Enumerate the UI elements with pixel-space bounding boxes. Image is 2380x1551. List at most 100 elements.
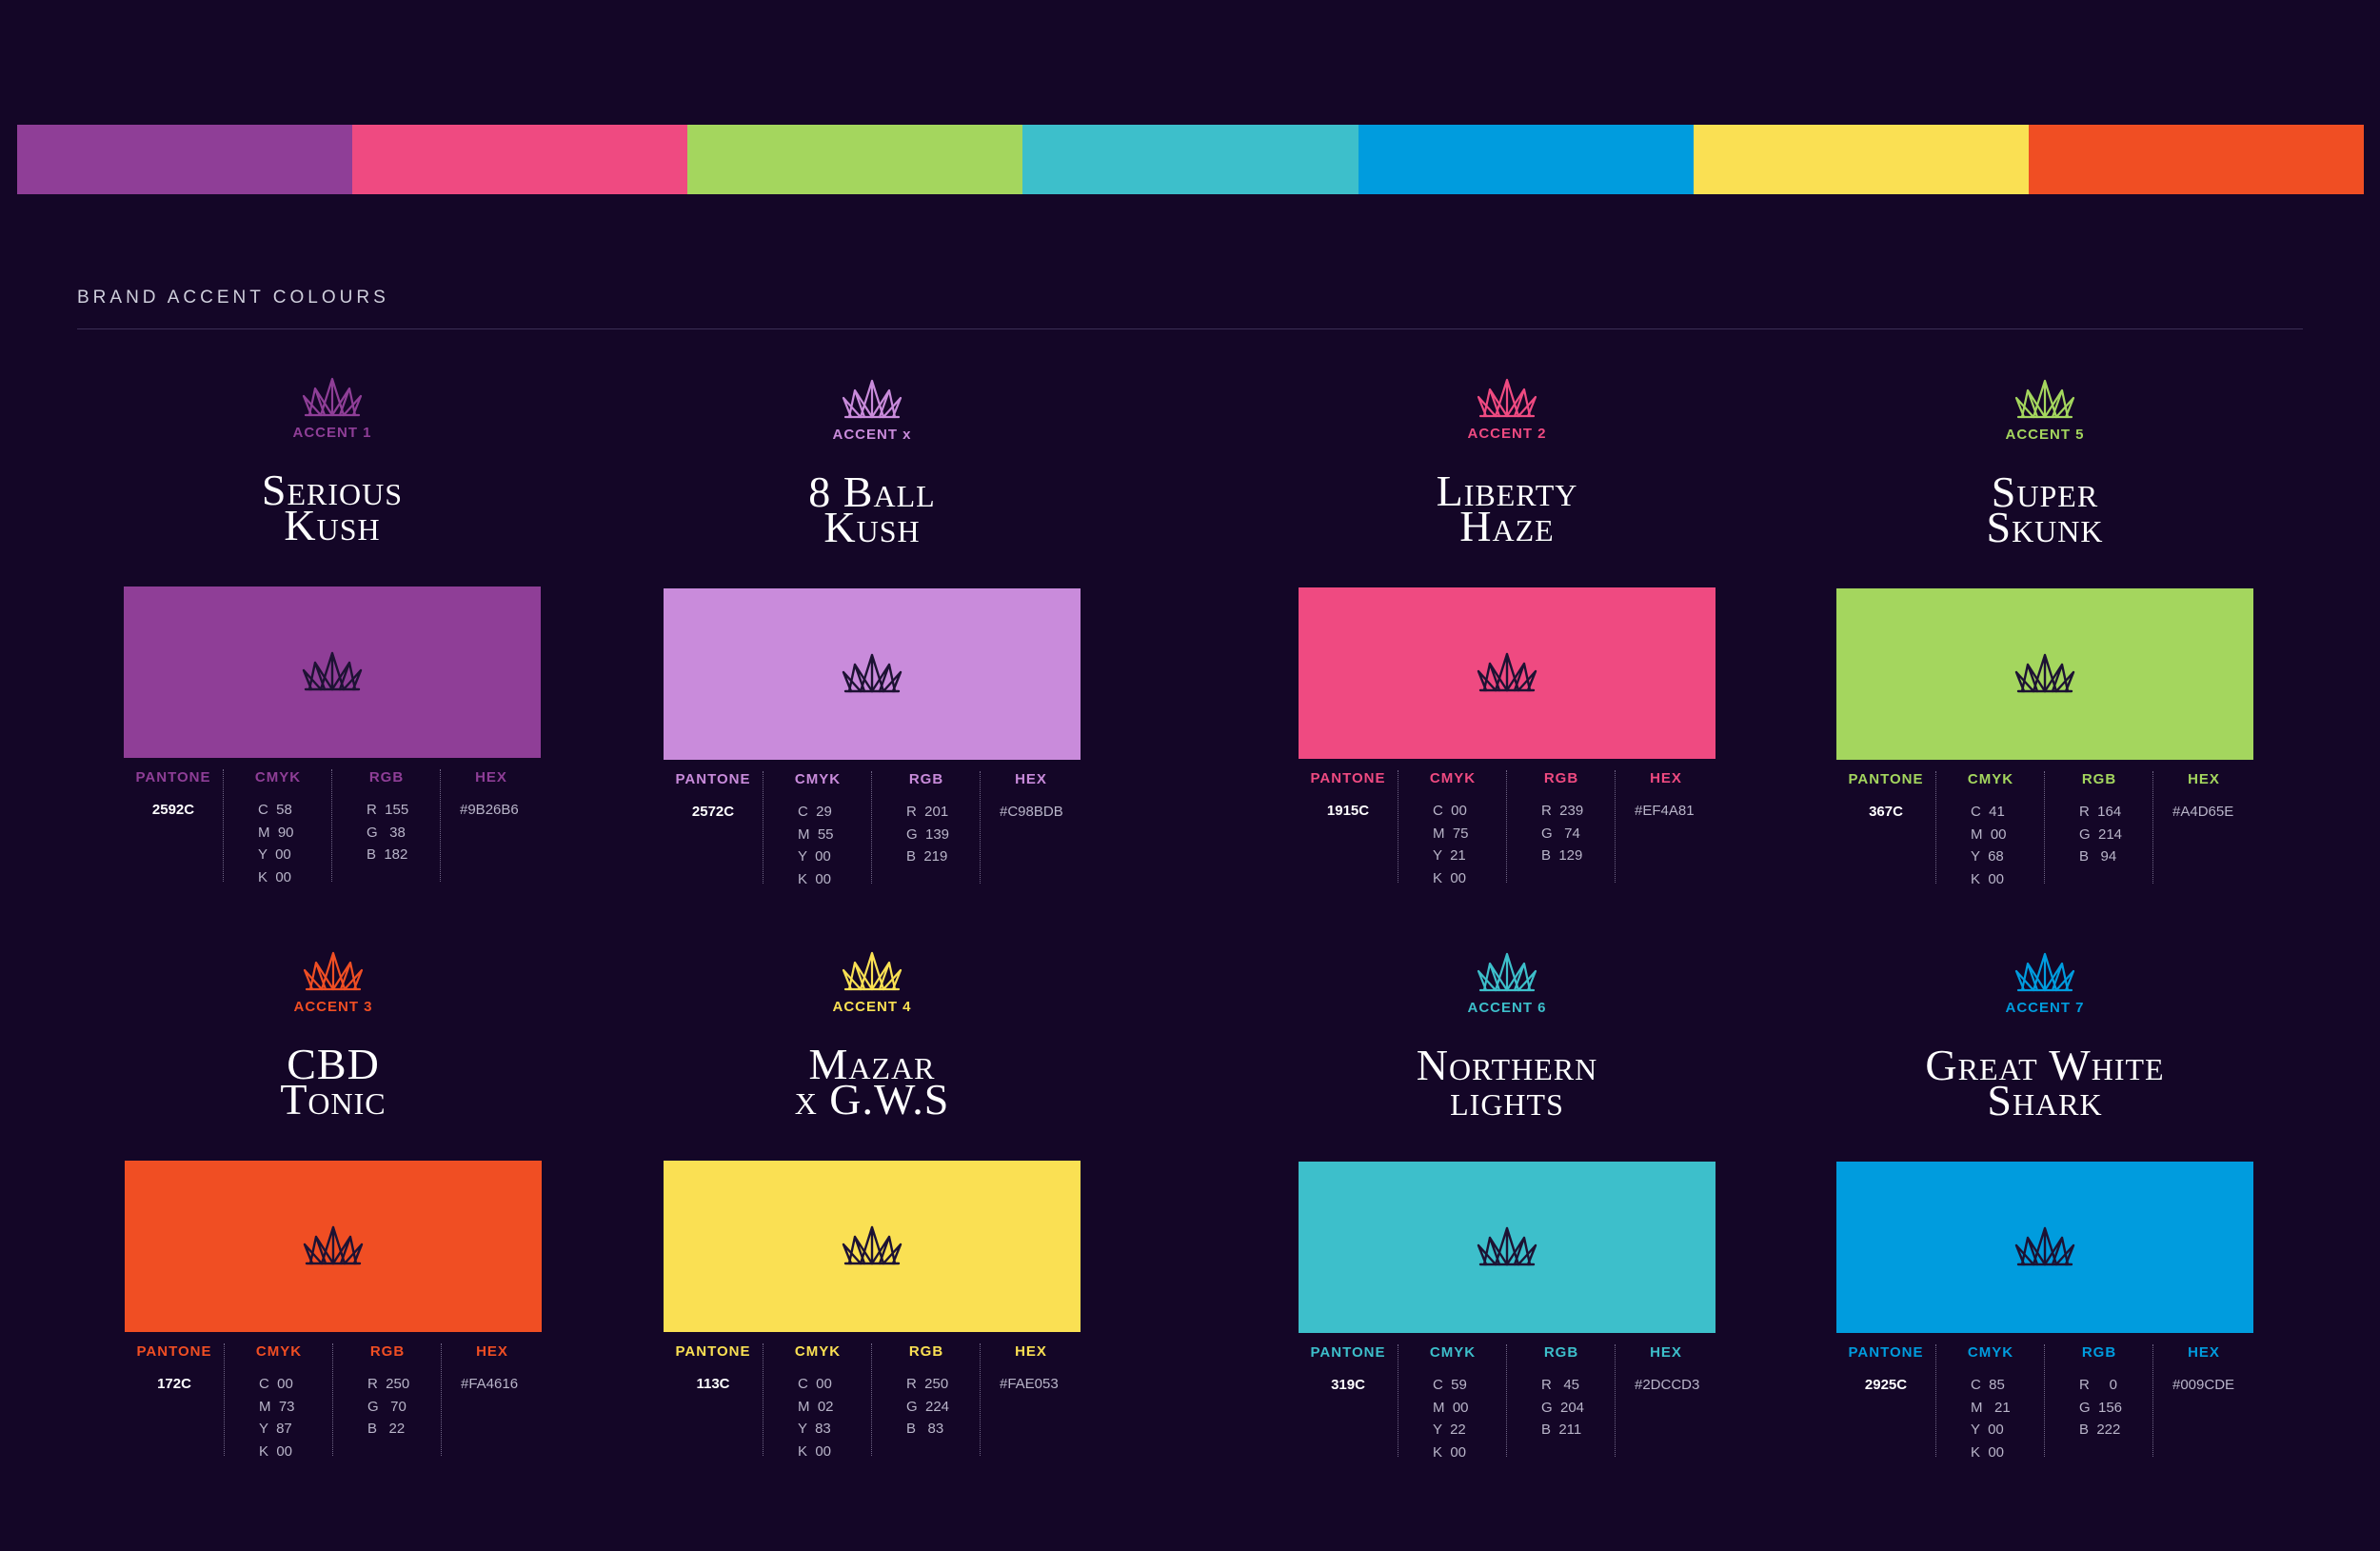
hex-header: HEX	[1650, 1344, 1682, 1361]
hex-column: HEX #A4D65E	[2152, 771, 2254, 884]
accent-name-line: 8 Ball	[808, 467, 936, 516]
rgb-value: B 182	[367, 846, 408, 863]
rgb-value: B 22	[367, 1421, 406, 1437]
hex-header: HEX	[475, 769, 507, 785]
cmyk-column: CMYK C 29 M 55 Y 00 K 00	[763, 771, 872, 887]
color-specs: PANTONE 2592C CMYK C 58 M 90 Y 00 K 00 RGB R 155…	[124, 769, 541, 885]
pantone-header: PANTONE	[1848, 771, 1924, 787]
cmyk-value: K 00	[1433, 869, 1467, 886]
cmyk-column: CMYK C 00 M 73 Y 87 K 00	[224, 1343, 333, 1460]
cmyk-header: CMYK	[1967, 1344, 2014, 1361]
pantone-header: PANTONE	[136, 1343, 212, 1360]
hex-header: HEX	[476, 1343, 508, 1360]
cmyk-value: Y 22	[1433, 1422, 1466, 1438]
pantone-header: PANTONE	[675, 1343, 751, 1360]
pantone-value: 2592C	[151, 802, 195, 818]
color-specs: PANTONE 1915C CMYK C 00 M 75 Y 21 K 00 RGB R 239…	[1299, 770, 1716, 886]
color-stripe	[17, 125, 2364, 194]
color-swatch	[124, 587, 541, 758]
rgb-value: B 222	[2079, 1422, 2121, 1438]
rgb-value: R 155	[367, 802, 409, 818]
pantone-column: PANTONE 2925C	[1836, 1344, 1935, 1457]
crown-icon	[842, 1224, 902, 1268]
cmyk-value: Y 21	[1433, 847, 1466, 864]
color-specs: PANTONE 367C CMYK C 41 M 00 Y 68 K 00 RGB R 164 G…	[1836, 771, 2254, 887]
color-swatch	[1299, 587, 1716, 759]
cmyk-value: M 00	[1433, 1399, 1469, 1416]
hex-header: HEX	[1015, 771, 1047, 787]
color-swatch	[664, 1161, 1081, 1332]
accent-name-line: Northern	[1416, 1041, 1598, 1089]
stripe-segment	[1358, 125, 1694, 194]
hex-column: HEX #009CDE	[2152, 1344, 2254, 1457]
accent-name: CBD Tonic	[125, 1043, 542, 1122]
accent-name-line: x G.W.S	[794, 1075, 950, 1123]
hex-value: #A4D65E	[2172, 804, 2234, 820]
color-swatch	[664, 588, 1081, 760]
pantone-column: PANTONE 113C	[664, 1343, 763, 1456]
accent-label: ACCENT 2	[1467, 426, 1547, 442]
rgb-value: R 45	[1541, 1377, 1580, 1393]
hex-header: HEX	[1015, 1343, 1047, 1360]
pantone-header: PANTONE	[675, 771, 751, 787]
accent-name: 8 Ball Kush	[664, 467, 1081, 549]
crown-icon	[302, 650, 363, 694]
cmyk-value: C 59	[1433, 1377, 1467, 1393]
accent-name-line: Kush	[284, 501, 381, 549]
accent-card: ACCENT 3 CBD Tonic PANTONE 172C CMYK C 00 M 73 Y…	[125, 951, 542, 1460]
cmyk-value: C 00	[798, 1376, 832, 1392]
stripe-segment	[2028, 125, 2364, 194]
color-specs: PANTONE 319C CMYK C 59 M 00 Y 22 K 00 RGB R 45 G …	[1299, 1344, 1716, 1461]
cmyk-header: CMYK	[1429, 1344, 1477, 1361]
pantone-column: PANTONE 319C	[1299, 1344, 1398, 1457]
crown-icon	[303, 1224, 364, 1268]
cmyk-value: M 55	[798, 825, 834, 843]
pantone-value: 113C	[696, 1376, 730, 1392]
hex-column: HEX #EF4A81	[1615, 770, 1716, 883]
pantone-column: PANTONE 1915C	[1299, 770, 1398, 883]
section-divider	[77, 328, 2303, 329]
color-swatch	[1836, 1162, 2253, 1333]
accent-name-line: Liberty	[1436, 467, 1578, 515]
rgb-value: R 0	[2079, 1377, 2118, 1393]
cmyk-value: Y 00	[258, 846, 291, 863]
accent-label: ACCENT x	[832, 427, 912, 443]
cmyk-column: CMYK C 59 M 00 Y 22 K 00	[1398, 1344, 1507, 1461]
rgb-column: RGB R 164 G 214 B 94	[2044, 771, 2153, 884]
accent-name-line: Mazar	[808, 1040, 936, 1088]
accent-name: Mazar x G.W.S	[664, 1040, 1081, 1123]
accent-name-line: Shark	[1987, 1076, 2103, 1124]
hex-column: HEX #C98BDB	[980, 771, 1081, 884]
rgb-value: G 139	[906, 825, 950, 843]
section-title: BRAND ACCENT COLOURS	[77, 288, 389, 308]
rgb-column: RGB R 239 G 74 B 129	[1506, 770, 1616, 883]
cmyk-value: Y 00	[1971, 1422, 2004, 1438]
rgb-value: R 201	[906, 804, 949, 820]
cmyk-value: C 85	[1971, 1377, 2005, 1393]
crown-icon	[2014, 1225, 2075, 1269]
rgb-value: G 204	[1541, 1399, 1585, 1416]
cmyk-value: M 00	[1971, 825, 2007, 843]
accent-card: ACCENT 4 Mazar x G.W.S PANTONE 113C CMYK C 00 M…	[664, 951, 1081, 1460]
rgb-value: B 94	[2079, 848, 2117, 865]
rgb-column: RGB R 45 G 204 B 211	[1506, 1344, 1616, 1457]
pantone-column: PANTONE 367C	[1836, 771, 1935, 884]
cmyk-value: Y 00	[798, 848, 831, 865]
accent-name-line: lights	[1450, 1076, 1564, 1124]
cmyk-value: C 00	[259, 1376, 293, 1392]
stripe-segment	[1022, 125, 1359, 194]
cmyk-value: M 75	[1433, 825, 1469, 842]
accent-card: ACCENT 7 Great White Shark PANTONE 2925C CMYK…	[1836, 952, 2253, 1461]
rgb-value: R 250	[367, 1376, 410, 1392]
rgb-header: RGB	[908, 771, 944, 787]
rgb-header: RGB	[2081, 1344, 2117, 1361]
hex-value: #009CDE	[2172, 1377, 2235, 1393]
cmyk-value: K 00	[258, 868, 292, 885]
rgb-value: B 83	[906, 1421, 944, 1437]
stripe-segment	[17, 125, 353, 194]
accent-name-line: Haze	[1459, 502, 1555, 550]
pantone-column: PANTONE 2572C	[664, 771, 763, 884]
cmyk-column: CMYK C 41 M 00 Y 68 K 00	[1935, 771, 2045, 887]
accent-name-line: Super	[1991, 467, 2099, 516]
pantone-value: 367C	[1869, 804, 1903, 820]
